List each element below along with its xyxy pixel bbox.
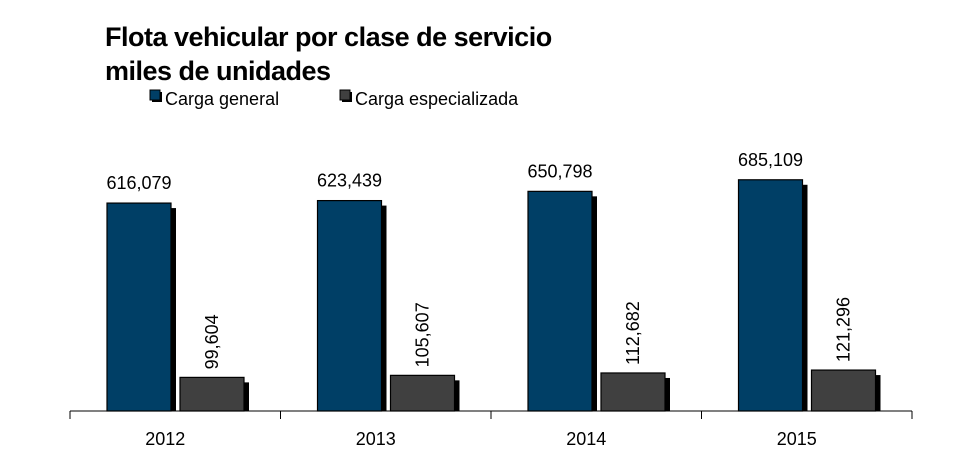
legend-label-1: Carga general (165, 89, 279, 109)
bar-carga-general-2012 (106, 202, 172, 412)
bar-carga-general-2015 (737, 179, 804, 412)
x-axis: 2012 2013 2014 2015 (69, 410, 913, 449)
data-label-carga-general-2015: 685,109 (738, 150, 803, 170)
data-label-carga-especializada-2015: 121,296 (834, 297, 854, 362)
x-tick-label-2014: 2014 (566, 429, 606, 449)
data-label-carga-especializada-2013: 105,607 (413, 302, 433, 367)
bar-carga-especializada-2012 (179, 376, 245, 412)
legend-swatch-1 (149, 89, 161, 101)
data-label-carga-especializada-2012: 99,604 (202, 314, 222, 369)
legend-label-2: Carga especializada (355, 89, 519, 109)
legend: Carga general Carga especializada (149, 89, 519, 109)
bars-group: 616,079 99,604 623,439 105,607 650,798 112,68… (106, 150, 881, 412)
data-label-carga-general-2014: 650,798 (527, 161, 592, 181)
bar-carga-especializada-2013 (389, 374, 456, 412)
data-label-carga-general-2012: 616,079 (106, 173, 171, 193)
data-label-carga-especializada-2014: 112,682 (623, 301, 643, 365)
chart-subtitle: miles de unidades (105, 56, 331, 86)
bar-carga-especializada-2014 (600, 372, 666, 412)
legend-swatch-2 (339, 89, 351, 101)
bar-carga-general-2013 (316, 199, 383, 412)
data-label-carga-general-2013: 623,439 (317, 171, 382, 191)
x-tick-label-2015: 2015 (777, 429, 817, 449)
chart-title: Flota vehicular por clase de servicio (105, 22, 552, 52)
x-tick-label-2013: 2013 (356, 429, 396, 449)
chart-title-block: Flota vehicular por clase de servicio mi… (105, 20, 552, 88)
bar-carga-general-2014 (527, 190, 593, 412)
x-tick-label-2012: 2012 (145, 429, 185, 449)
bar-carga-especializada-2015 (810, 369, 877, 412)
